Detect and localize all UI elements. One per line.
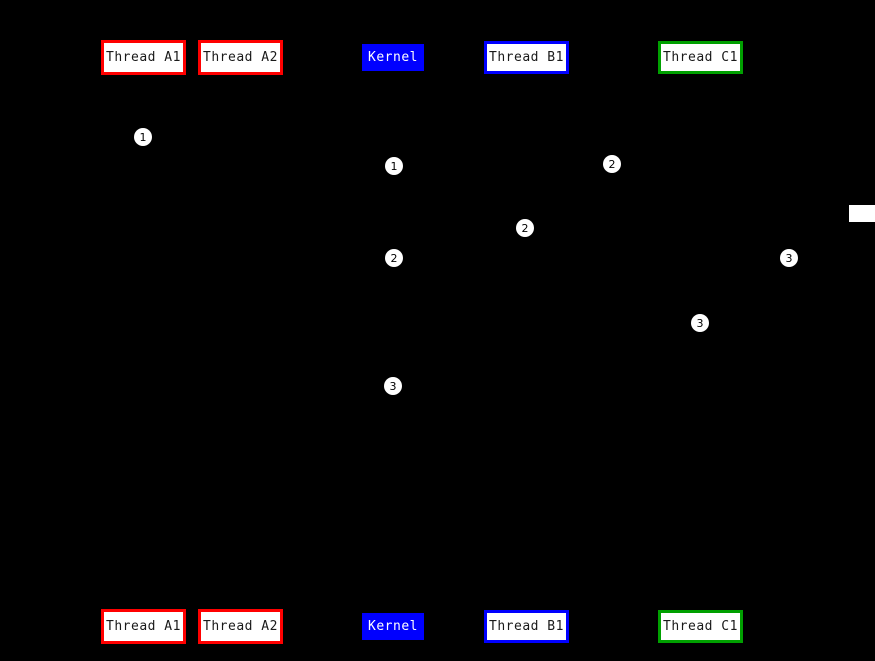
participant-thread-b1-top[interactable]: Thread B1 [484,41,569,74]
participant-thread-a1-top[interactable]: Thread A1 [101,40,186,75]
step-marker-2: 2 [516,219,534,237]
participant-label: Thread C1 [663,50,738,65]
participant-label: Thread A1 [106,50,181,65]
edge-artifact [849,205,875,222]
step-marker-1: 1 [385,157,403,175]
participant-label: Thread B1 [489,50,564,65]
step-marker-2: 2 [603,155,621,173]
participant-label: Thread A2 [203,619,278,634]
step-marker-2: 2 [385,249,403,267]
step-marker-3: 3 [384,377,402,395]
participant-thread-a2-bottom[interactable]: Thread A2 [198,609,283,644]
participant-thread-a1-bottom[interactable]: Thread A1 [101,609,186,644]
participant-thread-b1-bottom[interactable]: Thread B1 [484,610,569,643]
step-marker-3: 3 [691,314,709,332]
participant-label: Thread C1 [663,619,738,634]
step-marker-1: 1 [134,128,152,146]
participant-label: Thread A2 [203,50,278,65]
step-marker-3: 3 [780,249,798,267]
participant-kernel-bottom[interactable]: Kernel [362,613,424,640]
participant-label: Kernel [368,619,418,634]
participant-kernel-top[interactable]: Kernel [362,44,424,71]
participant-label: Kernel [368,50,418,65]
participant-label: Thread A1 [106,619,181,634]
participant-thread-a2-top[interactable]: Thread A2 [198,40,283,75]
participant-thread-c1-top[interactable]: Thread C1 [658,41,743,74]
participant-thread-c1-bottom[interactable]: Thread C1 [658,610,743,643]
participant-label: Thread B1 [489,619,564,634]
